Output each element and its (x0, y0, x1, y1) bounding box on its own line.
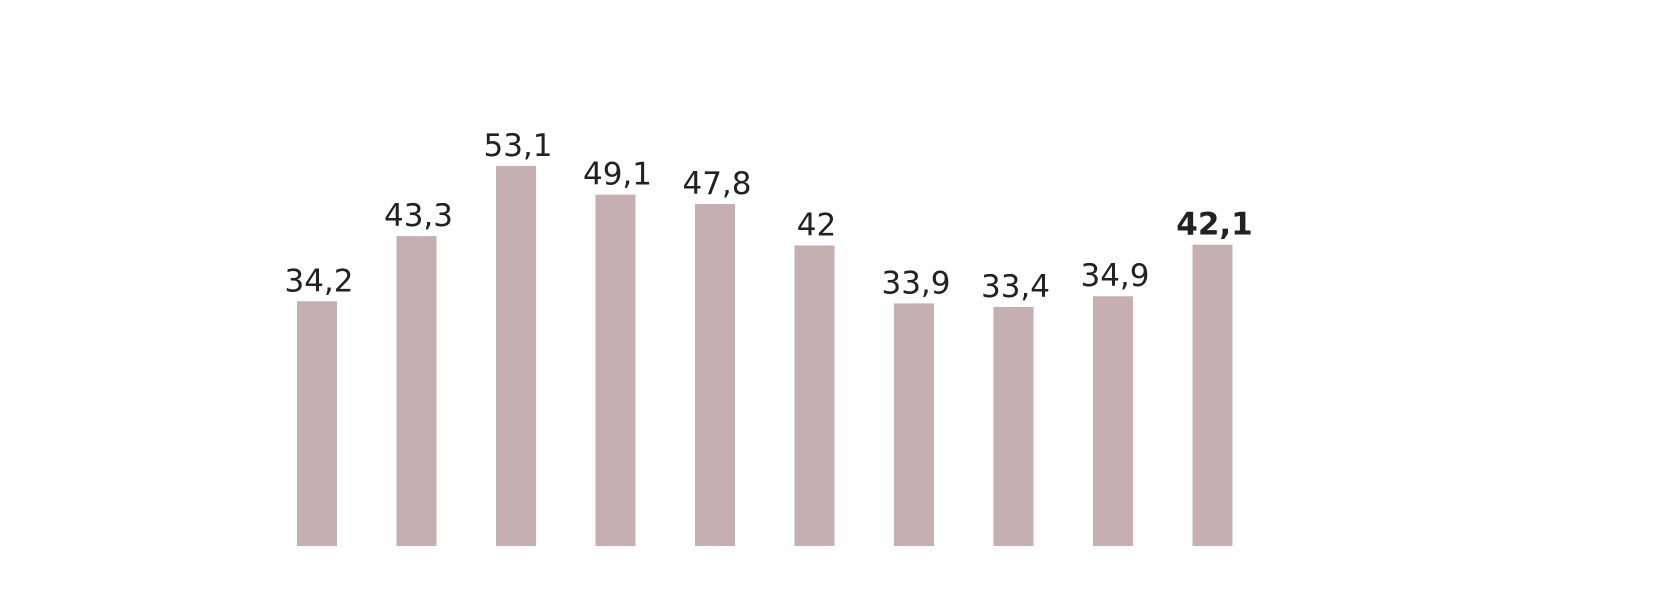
bar (595, 194, 636, 546)
value-label: 47,8 (682, 166, 751, 202)
bar (1093, 296, 1133, 546)
value-label: 34,2 (284, 263, 353, 299)
bar (794, 245, 835, 546)
bar (894, 303, 934, 546)
value-label: 33,4 (981, 269, 1050, 305)
value-label: 42,1 (1176, 207, 1253, 243)
bar (396, 236, 437, 546)
value-label: 33,9 (881, 265, 950, 301)
value-label: 34,9 (1080, 258, 1149, 294)
value-label: 42 (797, 207, 836, 243)
value-label: 53,1 (483, 128, 552, 164)
bar (1192, 244, 1233, 546)
value-label: 43,3 (384, 198, 453, 234)
bar (496, 166, 536, 546)
bar (297, 301, 337, 546)
bar (993, 306, 1034, 546)
value-label: 49,1 (583, 157, 652, 193)
bar (695, 203, 735, 546)
